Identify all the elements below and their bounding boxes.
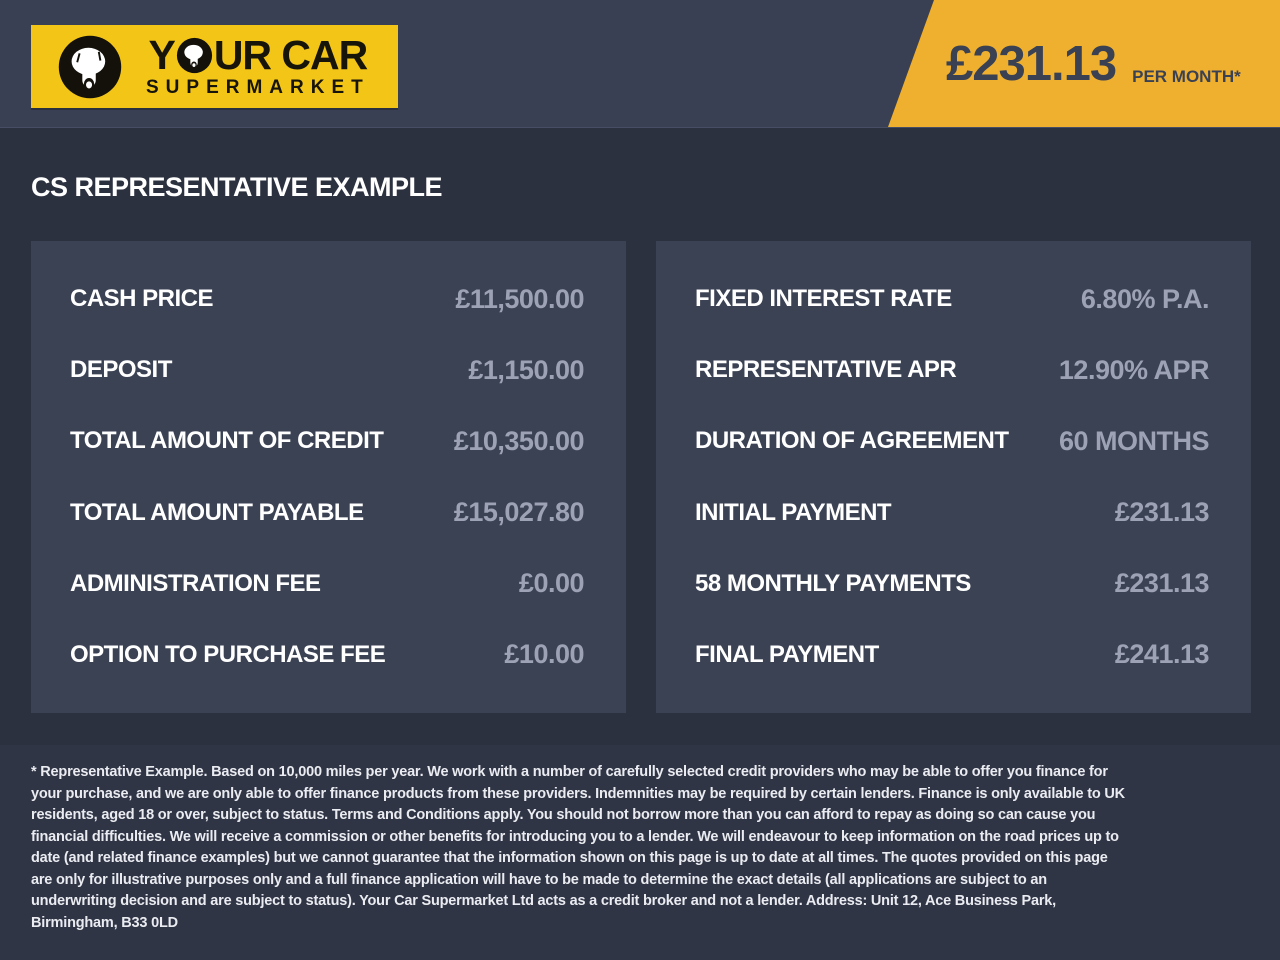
row-label: FIXED INTEREST RATE [695,285,952,312]
table-row: TOTAL AMOUNT PAYABLE £15,027.80 [70,481,585,545]
table-row: OPTION TO PURCHASE FEE £10.00 [70,623,584,687]
row-value: £241.13 [1114,639,1210,670]
row-label: ADMINISTRATION FEE [70,569,321,597]
main-content: CS REPRESENTATIVE EXAMPLE CASH PRICE £11… [0,172,1280,789]
price-banner: £231.13 PER MONTH* [888,0,1280,127]
row-label: DEPOSIT [70,356,172,384]
row-value: £231.13 [1114,568,1210,599]
brand-text: Y UR CAR SUPERMARKET [146,34,370,99]
table-row: FIXED INTEREST RATE 6.80% P.A. [695,267,1210,331]
table-row: FINAL PAYMENT £241.13 [695,623,1210,687]
row-value: £11,500.00 [455,283,584,314]
footer: * Representative Example. Based on 10,00… [0,745,1280,960]
table-row: DURATION OF AGREEMENT 60 MONTHS [695,409,1210,473]
row-value: 60 MONTHS [1058,425,1210,456]
page-title: CS REPRESENTATIVE EXAMPLE [31,172,443,202]
row-value: £10,350.00 [453,425,585,456]
row-value: £15,027.80 [453,497,585,528]
row-value: £10.00 [504,639,584,670]
row-label: TOTAL AMOUNT OF CREDIT [70,427,384,455]
brand-logo[interactable]: Y UR CAR SUPERMARKET [31,25,398,108]
representative-example-disclaimer: * Representative Example. Based on 10,00… [31,764,1125,931]
table-row: DEPOSIT £1,150.00 [70,338,584,402]
table-row: TOTAL AMOUNT OF CREDIT £10,350.00 [70,409,585,473]
table-row: INITIAL PAYMENT £231.13 [695,481,1210,545]
finance-panel-left: CASH PRICE £11,500.00 DEPOSIT £1,150.00 … [31,241,626,713]
price-per-month: £231.13 [946,36,1117,91]
table-row: 58 MONTHLY PAYMENTS £231.13 [695,552,1210,616]
row-value: £0.00 [518,568,585,599]
row-value: 6.80% P.A. [1080,283,1210,314]
row-value: £1,150.00 [468,354,584,385]
finance-panels: CASH PRICE £11,500.00 DEPOSIT £1,150.00 … [31,241,1251,713]
row-label: TOTAL AMOUNT PAYABLE [70,498,364,526]
row-label: INITIAL PAYMENT [695,498,892,526]
row-value: £231.13 [1114,497,1210,528]
row-label: CASH PRICE [70,285,214,312]
row-label: OPTION TO PURCHASE FEE [70,640,386,668]
row-label: DURATION OF AGREEMENT [695,427,1009,455]
brand-name-suffix: UR CAR [213,32,368,78]
finance-panel-right: FIXED INTEREST RATE 6.80% P.A. REPRESENT… [656,241,1251,713]
row-label: FINAL PAYMENT [695,640,879,668]
table-row: CASH PRICE £11,500.00 [70,267,584,331]
table-row: REPRESENTATIVE APR 12.90% APR [695,338,1210,402]
row-value: 12.90% APR [1058,354,1210,385]
brand-name-prefix: Y [148,32,175,78]
brand-name-line1: Y UR CAR [148,32,368,78]
header: Y UR CAR SUPERMARKET £231.13 PER MONTH* [0,0,1280,128]
row-label: 58 MONTHLY PAYMENTS [695,569,971,597]
pointing-hand-icon [58,35,122,98]
price-per-month-label: PER MONTH* [1132,66,1241,86]
brand-name-line2: SUPERMARKET [146,77,370,98]
table-row: ADMINISTRATION FEE £0.00 [70,552,585,616]
row-label: REPRESENTATIVE APR [695,356,957,384]
brand-o-hand-icon [176,37,212,73]
